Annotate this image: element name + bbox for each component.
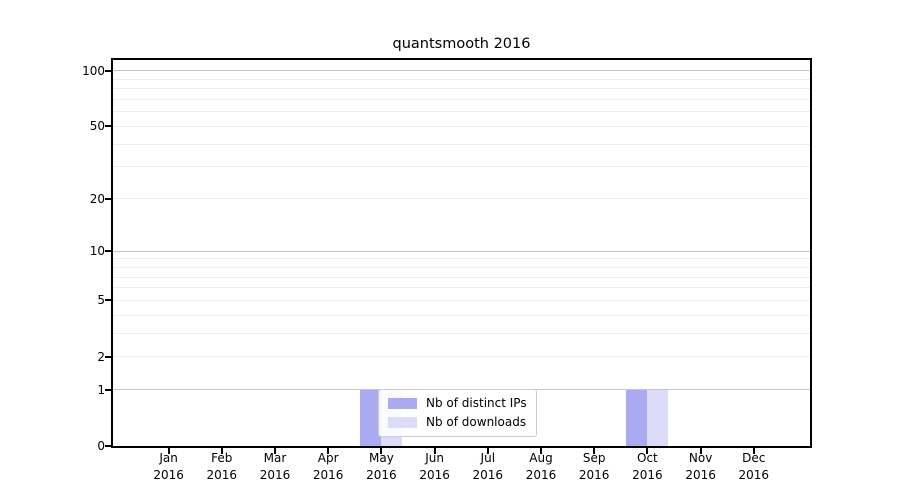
y-tick-label: 1 bbox=[97, 382, 105, 397]
gridline-minor bbox=[113, 125, 810, 127]
y-tick-label: 100 bbox=[82, 63, 105, 78]
gridline-minor bbox=[113, 356, 810, 358]
y-tick-label: 10 bbox=[89, 244, 105, 259]
y-tick-mark bbox=[105, 125, 111, 128]
gridline-minor bbox=[113, 276, 810, 278]
x-tick-mark bbox=[752, 448, 755, 454]
gridline-minor bbox=[113, 143, 810, 145]
bar-distinct-ips-oct bbox=[626, 389, 648, 446]
x-tick-label: Mar 2016 bbox=[259, 451, 291, 482]
x-tick-label: Jul 2016 bbox=[472, 451, 504, 482]
gridline-major bbox=[113, 250, 810, 252]
legend-label-downloads: Nb of downloads bbox=[426, 415, 527, 429]
legend-label-distinct-ips: Nb of distinct IPs bbox=[426, 396, 527, 410]
gridline-minor bbox=[113, 88, 810, 90]
y-tick-mark bbox=[105, 355, 111, 358]
legend-swatch-downloads bbox=[388, 417, 417, 428]
gridline-major bbox=[113, 70, 810, 72]
x-tick-mark bbox=[646, 448, 649, 454]
x-tick-mark bbox=[380, 448, 383, 454]
legend: Nb of distinct IPs Nb of downloads bbox=[378, 389, 537, 437]
gridline-minor bbox=[113, 78, 810, 80]
y-tick-label: 50 bbox=[89, 119, 105, 134]
x-tick-label: Jan 2016 bbox=[153, 451, 184, 482]
x-tick-mark bbox=[699, 448, 702, 454]
gridline-minor bbox=[113, 258, 810, 260]
gridline-minor bbox=[113, 266, 810, 268]
legend-swatch-distinct-ips bbox=[388, 398, 417, 409]
y-tick-mark bbox=[105, 299, 111, 302]
gridline-minor bbox=[113, 198, 810, 200]
y-tick-mark bbox=[105, 388, 111, 391]
y-tick-label: 0 bbox=[97, 439, 105, 453]
x-tick-label: Jun 2016 bbox=[419, 451, 450, 482]
x-tick-mark bbox=[220, 448, 223, 454]
gridline-minor bbox=[113, 299, 810, 301]
gridline-minor bbox=[113, 314, 810, 316]
x-tick-label: Apr 2016 bbox=[312, 451, 344, 482]
x-tick-mark bbox=[167, 448, 170, 454]
gridline-minor bbox=[113, 332, 810, 334]
x-tick-mark bbox=[540, 448, 542, 454]
y-tick-mark bbox=[105, 69, 111, 72]
y-tick-mark bbox=[105, 250, 111, 253]
x-tick-label: Feb 2016 bbox=[206, 451, 238, 482]
y-tick-mark bbox=[105, 197, 111, 200]
x-tick-mark bbox=[593, 448, 596, 454]
x-tick-mark bbox=[274, 448, 276, 454]
x-tick-mark bbox=[327, 448, 330, 454]
x-tick-label: Nov 2016 bbox=[685, 451, 716, 482]
y-tick-label: 20 bbox=[89, 191, 105, 206]
gridline-minor bbox=[113, 287, 810, 289]
x-tick-label: Dec 2016 bbox=[738, 451, 770, 482]
x-tick-label: Aug 2016 bbox=[525, 451, 557, 482]
bar-downloads-oct bbox=[647, 389, 669, 446]
legend-item-downloads: Nb of downloads bbox=[388, 416, 527, 429]
y-tick-label: 2 bbox=[97, 349, 105, 364]
chart-title: quantsmooth 2016 bbox=[392, 36, 531, 52]
x-tick-mark bbox=[433, 448, 436, 454]
x-tick-label: Sep 2016 bbox=[578, 451, 610, 482]
y-tick-label: 5 bbox=[97, 293, 105, 308]
gridline-minor bbox=[113, 99, 810, 101]
x-tick-mark bbox=[486, 448, 489, 454]
y-tick-mark bbox=[105, 445, 111, 447]
gridline-minor bbox=[113, 111, 810, 113]
x-tick-label: May 2016 bbox=[366, 451, 397, 482]
x-tick-label: Oct 2016 bbox=[632, 451, 663, 482]
gridline-minor bbox=[113, 166, 810, 168]
bar-distinct-ips-may bbox=[360, 389, 382, 446]
legend-item-distinct-ips: Nb of distinct IPs bbox=[388, 397, 527, 410]
